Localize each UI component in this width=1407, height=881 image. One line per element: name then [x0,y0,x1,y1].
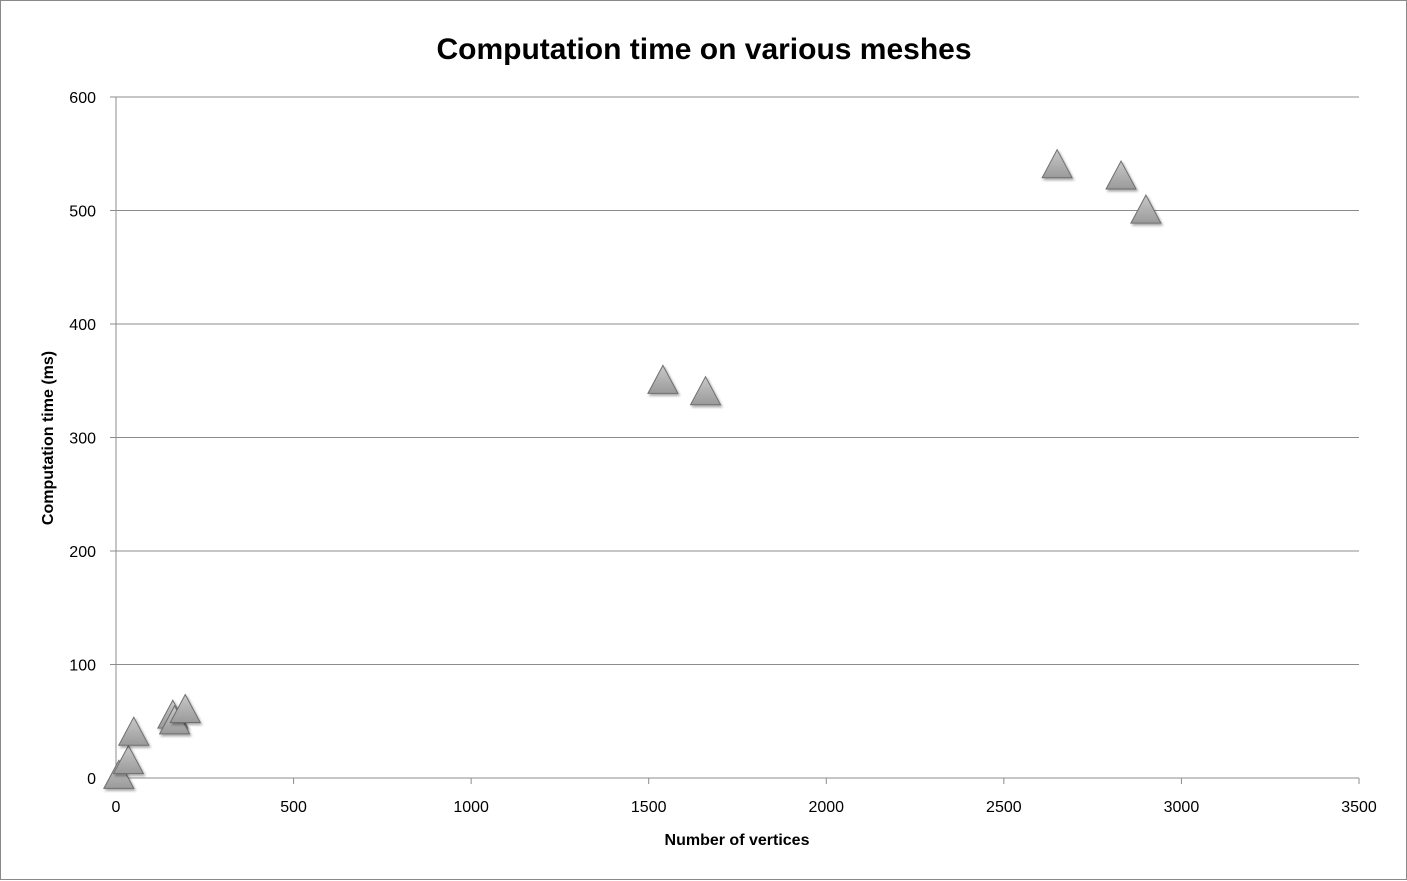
y-tick-label: 100 [69,658,96,675]
data-point-0 [103,759,135,789]
y-tick-label: 500 [69,204,96,221]
data-point-6 [647,364,679,394]
x-tick-label: 0 [112,799,121,816]
y-tick-label: 0 [87,771,96,788]
tick-labels: 0 100 200 300 400 500 600 0 500 1000 1500 2000 2500 3… [69,90,1377,816]
x-tick-label: 500 [280,799,307,816]
data-point-5 [169,693,202,723]
data-point-2 [117,716,150,746]
axes [110,96,1360,784]
data-point-10 [1130,194,1162,224]
x-tick-label: 3500 [1341,799,1377,816]
data-points [103,148,1162,789]
y-tick-label: 400 [69,317,96,334]
y-tick-label: 600 [69,90,96,107]
x-tick-label: 2500 [986,799,1022,816]
data-point-7 [689,375,722,406]
y-axis-label: Computation time (ms) [40,351,57,525]
x-tick-label: 3000 [1164,799,1200,816]
x-tick-label: 1500 [631,799,667,816]
gridlines [116,96,1359,665]
x-axis-label: Number of vertices [665,832,810,849]
y-tick-label: 300 [69,431,96,448]
data-point-9 [1105,159,1137,190]
chart-title: Computation time on various meshes [436,33,971,66]
x-tick-label: 1000 [453,799,489,816]
data-point-8 [1041,148,1073,179]
y-tick-label: 200 [69,544,96,561]
data-point-1 [112,744,145,775]
x-tick-label: 2000 [808,799,844,816]
